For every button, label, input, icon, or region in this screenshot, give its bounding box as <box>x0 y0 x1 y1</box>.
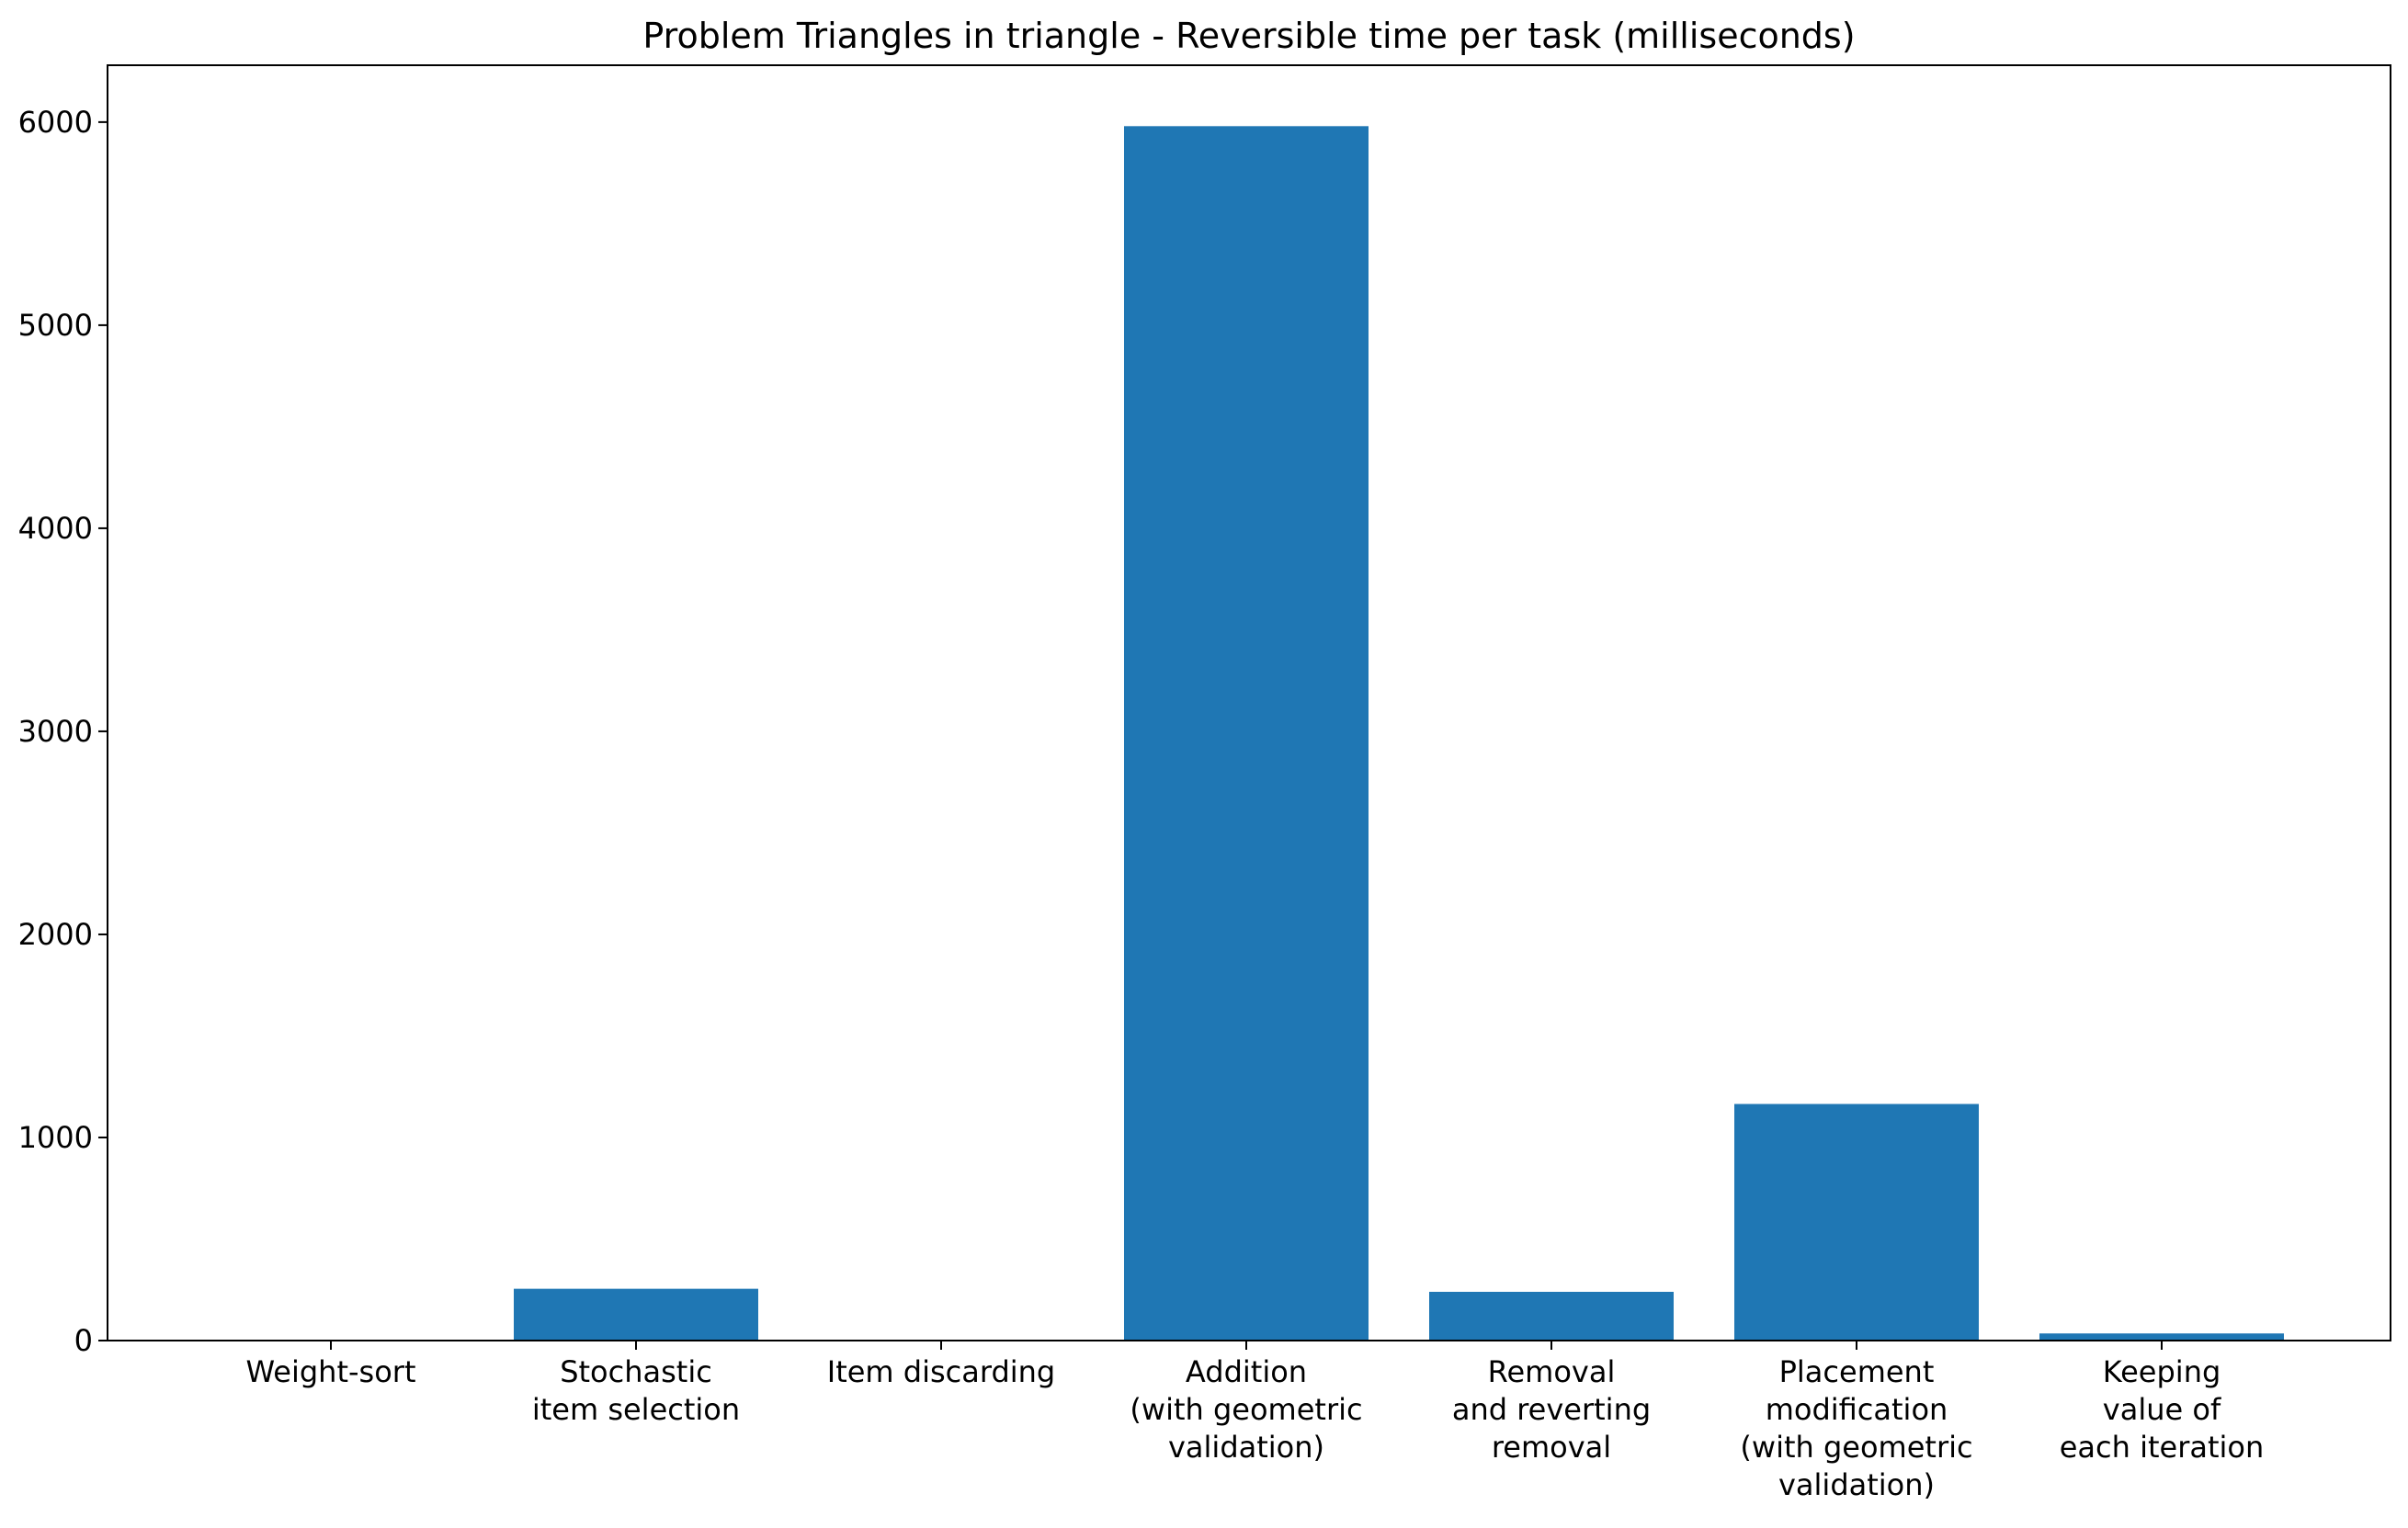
x-tick-label-line: modification <box>1766 1392 1948 1427</box>
y-tick-label: 4000 <box>18 511 93 546</box>
x-tick-label-line: validation) <box>1778 1467 1935 1502</box>
x-tick-label-line: each iteration <box>2060 1430 2265 1465</box>
x-tick-label-line: Item discarding <box>827 1354 1055 1389</box>
y-axis: 0 1000 2000 3000 4000 5000 6000 <box>18 105 108 1358</box>
x-tick-label-line: validation) <box>1168 1430 1324 1465</box>
x-tick-label: Addition (with geometric validation) <box>1130 1354 1362 1465</box>
chart-title: Problem Triangles in triangle - Reversib… <box>642 16 1855 56</box>
bar-5 <box>1734 1104 1979 1341</box>
x-tick-label-line: value of <box>2103 1392 2221 1427</box>
y-tick-label: 0 <box>74 1323 93 1358</box>
x-tick-label-line: Stochastic <box>560 1354 712 1389</box>
x-axis: Weight-sort Stochastic item selection Item … <box>246 1341 2265 1502</box>
x-tick-label-line: and reverting <box>1452 1392 1651 1427</box>
y-tick-label: 5000 <box>18 308 93 343</box>
x-tick-label: Keeping value of each iteration <box>2060 1354 2265 1465</box>
x-tick-label: Placement modification (with geometric vali… <box>1740 1354 1972 1502</box>
x-tick-label-line: removal <box>1492 1430 1611 1465</box>
bar-6 <box>2039 1333 2284 1341</box>
x-tick-label-line: Placement <box>1779 1354 1935 1389</box>
bar-4 <box>1429 1291 1674 1341</box>
y-tick-label: 3000 <box>18 714 93 749</box>
x-tick-label: Removal and reverting removal <box>1452 1354 1651 1465</box>
x-tick-label-line: (with geometric <box>1130 1392 1362 1427</box>
y-tick-label: 1000 <box>18 1120 93 1155</box>
x-tick-label-line: (with geometric <box>1740 1430 1972 1465</box>
bars-layer <box>514 126 2284 1341</box>
x-tick-label-line: Keeping <box>2103 1354 2221 1389</box>
y-tick-label: 6000 <box>18 105 93 140</box>
x-tick-label: Weight-sort <box>246 1354 416 1389</box>
bar-3 <box>1124 126 1369 1341</box>
x-tick-label: Item discarding <box>827 1354 1055 1389</box>
x-tick-label-line: Removal <box>1488 1354 1616 1389</box>
x-tick-label-line: Addition <box>1186 1354 1307 1389</box>
plot-frame <box>107 64 2391 1341</box>
x-tick-label: Stochastic item selection <box>532 1354 740 1427</box>
x-tick-label-line: item selection <box>532 1392 740 1427</box>
bar-1 <box>514 1288 758 1341</box>
x-tick-label-line: Weight-sort <box>246 1354 416 1389</box>
y-tick-label: 2000 <box>18 917 93 952</box>
